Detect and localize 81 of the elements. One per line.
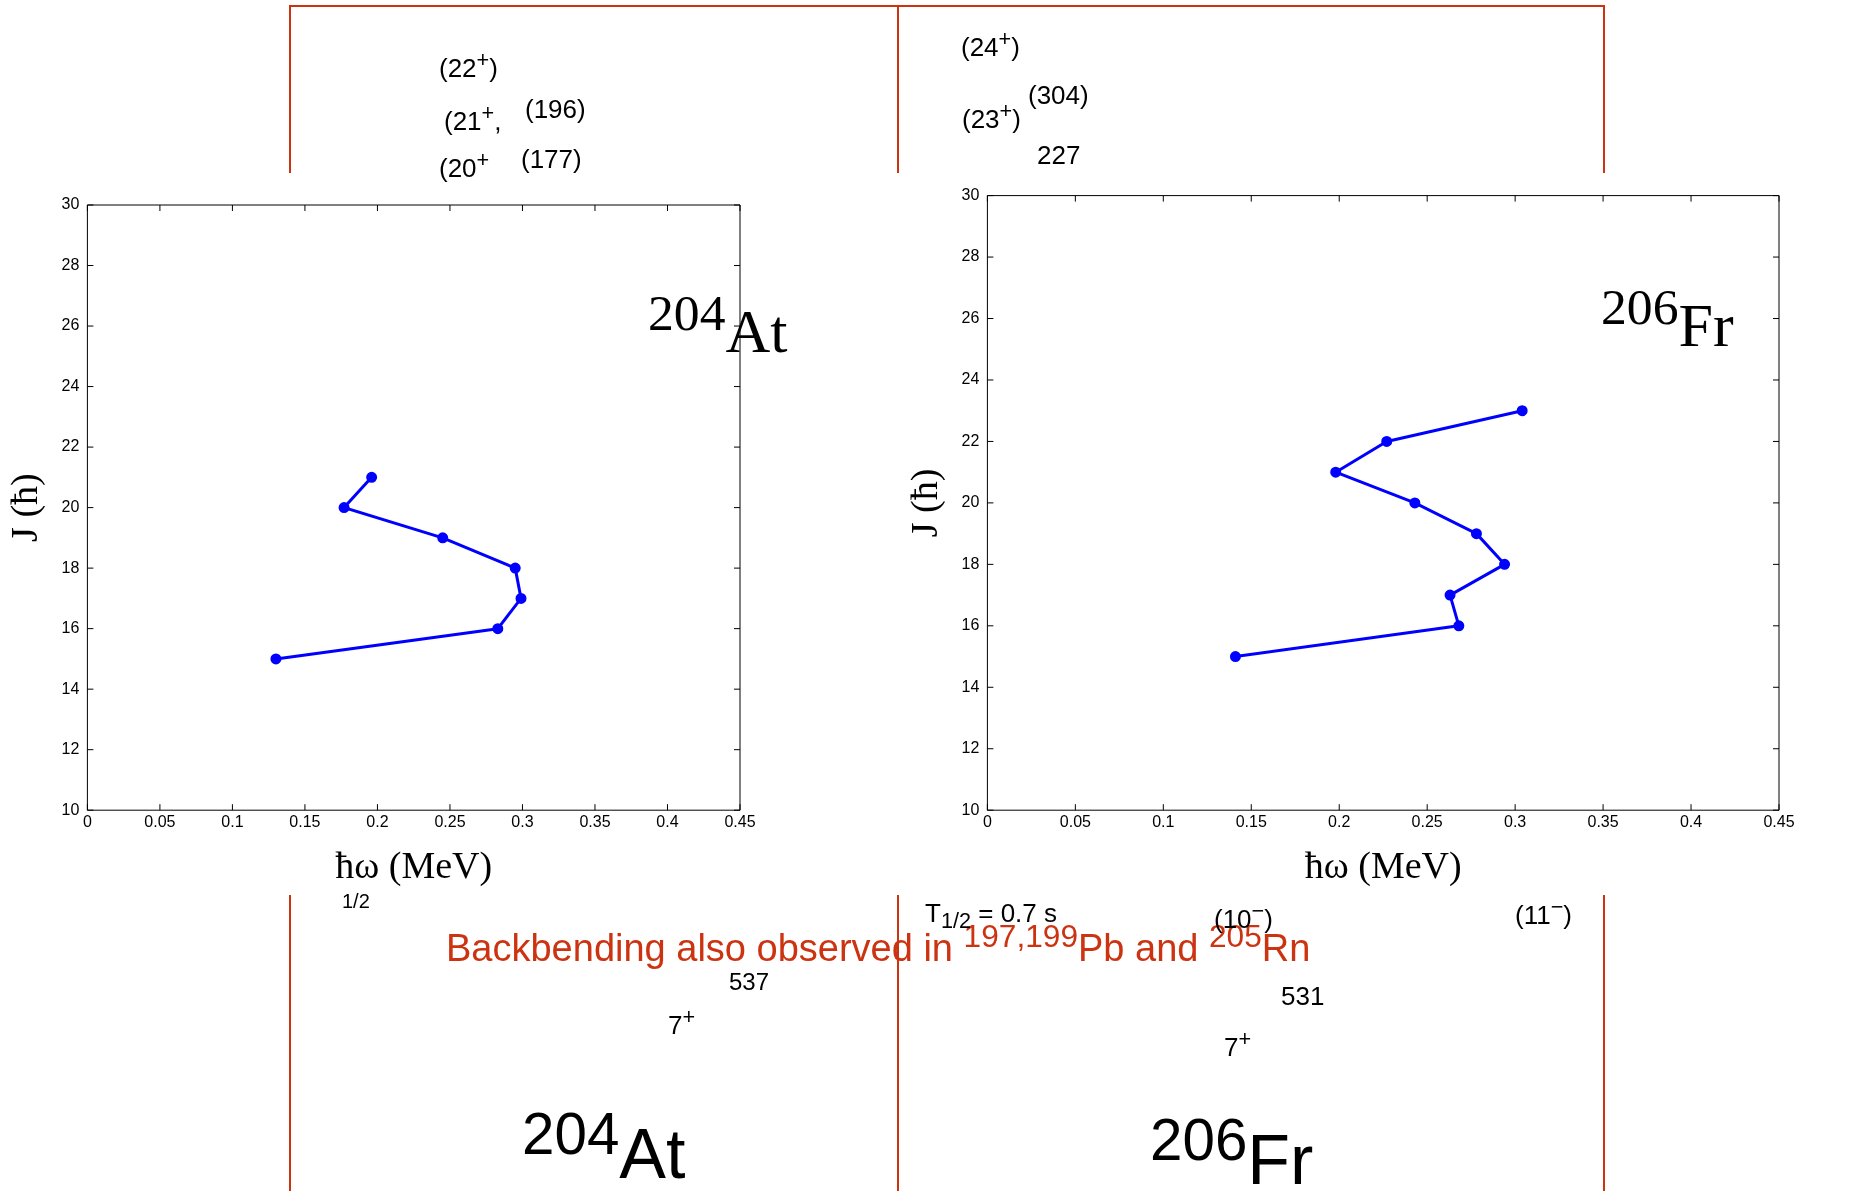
x-tick-label: 0 — [82, 813, 92, 831]
y-tick-label: 20 — [61, 498, 80, 516]
text: (11$^{−}$) — [1515, 894, 1572, 931]
y-tick-label: 28 — [61, 255, 80, 273]
x-tick-label: 0.15 — [289, 813, 321, 831]
y-tick-label: 22 — [961, 431, 980, 449]
text: $^{204}$At — [522, 1100, 686, 1191]
y-tick-label: 24 — [61, 376, 80, 394]
y-tick-label: 10 — [961, 800, 980, 818]
x-tick-label: 0.3 — [1504, 813, 1527, 831]
text: 7$^{+}$ — [668, 1004, 696, 1041]
text: (196) — [525, 94, 586, 125]
y-tick-label: 28 — [961, 247, 980, 265]
point — [338, 502, 350, 514]
x-tick-label: 0.3 — [511, 813, 534, 831]
y-axis-title: J (ħ) — [2, 473, 46, 542]
x-tick-label: 0.4 — [1679, 813, 1703, 831]
x-tick-label: 0.4 — [656, 813, 679, 831]
y-tick-label: 12 — [61, 740, 80, 758]
point — [1444, 589, 1456, 601]
x-tick-label: 0.35 — [1587, 813, 1619, 831]
point — [437, 532, 449, 544]
y-tick-label: 26 — [961, 308, 980, 326]
y-tick-label: 16 — [961, 616, 980, 634]
point — [1381, 435, 1393, 447]
annotation: $^{206}$Fr — [1601, 277, 1734, 361]
y-tick-label: 30 — [961, 186, 980, 204]
x-tick-label: 0.45 — [1763, 813, 1795, 831]
text: (22$^{+}$) — [439, 47, 498, 84]
text: 7$^{+}$ — [1224, 1026, 1252, 1063]
text: (24$^{+}$) — [961, 26, 1020, 63]
text: (304) — [1028, 80, 1089, 111]
text: (20$^{+}$ — [439, 147, 490, 184]
x-tick-label: 0.1 — [1152, 813, 1175, 831]
y-tick-label: 30 — [61, 195, 80, 213]
text: 1/2 — [342, 890, 370, 913]
point — [1499, 558, 1511, 570]
point — [509, 562, 521, 574]
y-tick-label: 18 — [961, 554, 980, 572]
point — [1330, 466, 1342, 478]
text: 227 — [1037, 140, 1081, 171]
y-tick-label: 24 — [961, 370, 980, 388]
y-tick-label: 12 — [961, 739, 980, 757]
y-tick-label: 14 — [61, 679, 80, 697]
x-tick-label: 0.05 — [1059, 813, 1092, 831]
point — [1229, 651, 1241, 663]
x-tick-label: 0.25 — [434, 813, 466, 831]
y-tick-label: 26 — [61, 316, 80, 334]
point — [1409, 497, 1421, 509]
x-tick-label: 0.1 — [221, 813, 244, 831]
x-axis-title: ħω (MeV) — [335, 844, 493, 888]
point — [515, 592, 527, 604]
annotation: $^{204}$At — [648, 283, 788, 367]
x-tick-label: 0.2 — [366, 813, 389, 831]
point — [1516, 405, 1528, 417]
point — [366, 471, 378, 483]
text: 531 — [1281, 981, 1325, 1012]
text: 537 — [729, 968, 770, 996]
x-tick-label: 0.25 — [1411, 813, 1443, 831]
y-axis-title: J (ħ) — [902, 468, 946, 538]
text: (23$^{+}$) — [962, 98, 1021, 135]
y-tick-label: 16 — [61, 619, 80, 637]
x-tick-label: 0.45 — [724, 813, 756, 831]
text: $^{206}$Fr — [1150, 1106, 1314, 1191]
x-axis-title: ħω (MeV) — [1304, 844, 1462, 888]
y-tick-label: 20 — [961, 493, 980, 511]
point — [1470, 528, 1482, 540]
x-tick-label: 0.35 — [579, 813, 611, 831]
x-tick-label: 0 — [982, 813, 992, 831]
x-tick-label: 0.15 — [1235, 813, 1267, 831]
point — [1453, 620, 1465, 632]
point — [492, 623, 504, 635]
x-tick-label: 0.05 — [144, 813, 176, 831]
x-tick-label: 0.2 — [1328, 813, 1351, 831]
text: (21$^{+}$, — [444, 100, 502, 137]
y-tick-label: 22 — [61, 437, 80, 455]
text: (177) — [521, 144, 582, 175]
y-tick-label: 14 — [961, 677, 980, 695]
y-tick-label: 10 — [61, 800, 80, 818]
y-tick-label: 18 — [61, 558, 80, 576]
point — [270, 653, 282, 665]
